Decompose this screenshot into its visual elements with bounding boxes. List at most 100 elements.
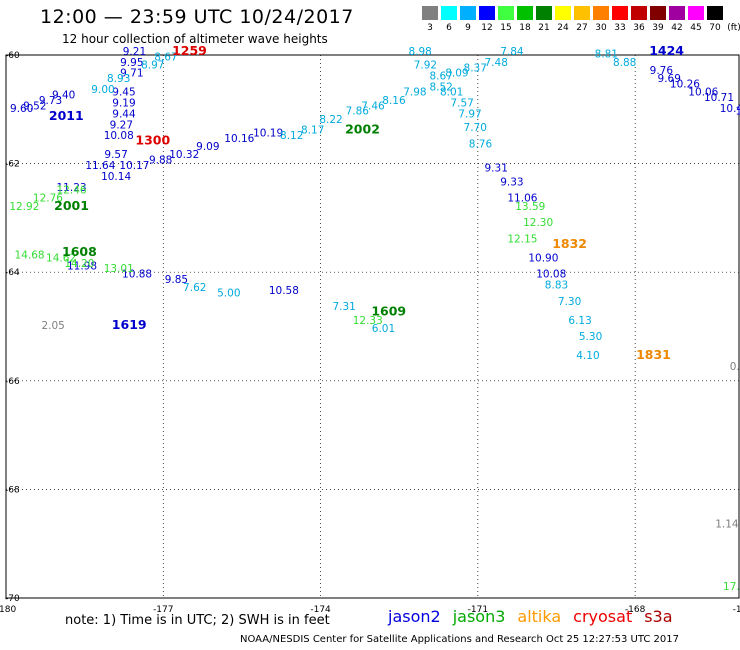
wave-height-value: 8.88 — [613, 57, 636, 69]
wave-height-value: 9.88 — [149, 155, 172, 167]
legend-label: 36 — [633, 23, 645, 33]
wave-height-value: 9.44 — [112, 108, 136, 120]
wave-height-value: 11.64 — [85, 160, 115, 172]
wave-height-value: 8.81 — [595, 49, 618, 61]
legend-swatch — [460, 6, 476, 20]
wave-height-value: 9.31 — [485, 163, 508, 175]
wave-height-value: 7.84 — [500, 46, 524, 58]
wave-height-value: 11.23 — [57, 182, 87, 194]
lat-tick-label: -62 — [5, 160, 20, 170]
wave-height-value: 10.90 — [528, 252, 558, 264]
legend-label: 27 — [576, 23, 588, 33]
lon-tick-label: -180 — [0, 605, 16, 615]
wave-height-value: 8.98 — [408, 46, 431, 58]
wave-height-value: 8.09 — [445, 68, 468, 80]
wave-height-value: 9.60 — [10, 103, 33, 115]
lon-tick-label: -168 — [625, 605, 646, 615]
wave-height-value: 5.30 — [579, 331, 602, 343]
wave-height-value: 12.30 — [523, 217, 553, 229]
wave-height-value: 9.71 — [120, 68, 143, 80]
wave-height-value: 14.68 — [15, 250, 45, 262]
pass-time-label: 1424 — [649, 43, 684, 58]
legend-swatch — [593, 6, 609, 20]
wave-height-value: 10.06 — [688, 87, 718, 99]
pass-time-label: 2001 — [54, 198, 89, 213]
legend-swatch — [612, 6, 628, 20]
wave-height-value: 7.92 — [414, 60, 437, 72]
wave-height-value: 8.93 — [107, 73, 130, 85]
wave-height-value: 10.71 — [704, 92, 734, 104]
wave-height-value: 7.70 — [464, 122, 487, 134]
wave-height-value: 8.12 — [280, 130, 303, 142]
observations: 9.609.529.739.40 9.459.199.449.2710.089.5… — [9, 46, 740, 593]
wave-height-value: 11.98 — [67, 260, 97, 272]
legend-label: 33 — [614, 23, 626, 33]
wave-height-value: 10.58 — [269, 285, 299, 297]
wave-height-value: 6.01 — [372, 323, 395, 335]
wave-height-value: 10.45 — [720, 103, 740, 115]
map-frame — [5, 54, 740, 599]
wave-height-value: 4.10 — [576, 350, 599, 362]
wave-height-value: 7.97 — [458, 108, 481, 120]
satellite-name: jason3 — [452, 607, 506, 626]
wave-height-value: 7.57 — [450, 98, 473, 110]
wave-height-value: 9.27 — [110, 119, 133, 131]
wave-height-value: 8.16 — [382, 95, 406, 107]
wave-height-value: 9.40 — [52, 89, 75, 101]
wave-height-value: 9.95 — [120, 57, 143, 69]
legend-label: 6 — [446, 23, 452, 33]
lon-tick-label: -171 — [468, 605, 488, 615]
wave-height-value: 8.01 — [440, 87, 463, 99]
legend-label: 70 — [709, 23, 721, 33]
wave-height-value: 9.57 — [104, 149, 127, 161]
legend-swatch — [479, 6, 495, 20]
legend-swatch — [498, 6, 514, 20]
pass-time-label: 1619 — [112, 317, 147, 332]
wave-height-value: 5.00 — [217, 288, 240, 300]
legend-label: 39 — [652, 23, 664, 33]
wave-height-value: 9.45 — [112, 87, 135, 99]
wave-height-value: 7.98 — [403, 87, 426, 99]
units-note: note: 1) Time is in UTC; 2) SWH is in fe… — [65, 613, 330, 628]
legend-swatch — [688, 6, 704, 20]
wave-height-value: 17.8 — [723, 581, 740, 593]
wave-height-value: 11.66 — [735, 106, 740, 118]
wave-height-value: 10.32 — [169, 149, 199, 161]
pass-time-label: 1609 — [371, 304, 406, 319]
wave-height-value: 8.52 — [429, 81, 452, 93]
wave-height-value: 10.14 — [101, 171, 131, 183]
wave-height-value: 7.62 — [183, 282, 206, 294]
lat-tick-label: -68 — [5, 485, 20, 495]
wave-height-value: 13.01 — [104, 263, 134, 275]
satellite-name: cryosat — [573, 607, 633, 626]
legend-swatch — [650, 6, 666, 20]
wave-height-value: 6.13 — [568, 315, 591, 327]
wave-height-value: 9.19 — [112, 98, 135, 110]
wave-height-value: 9.00 — [91, 84, 114, 96]
wave-height-value: 10.08 — [536, 269, 566, 281]
axis-labels: -60 -62 -64 -66 -68 -70-180 -177 -174 -171 -168 -1… — [0, 51, 740, 615]
legend-swatch — [422, 6, 438, 20]
wave-height-value: 9.85 — [165, 274, 188, 286]
map-title: 12:00 — 23:59 UTC 10/24/2017 — [40, 6, 354, 28]
wave-height-value: 7.86 — [346, 106, 370, 118]
legend-swatch — [517, 6, 533, 20]
legend-label: 21 — [538, 23, 550, 33]
lon-tick-label: -174 — [310, 605, 331, 615]
satellite-name: s3a — [644, 607, 673, 626]
wave-height-value: 14.20 — [64, 258, 94, 270]
legend-swatch — [669, 6, 685, 20]
wave-height-value: 7.48 — [485, 57, 508, 69]
wave-height-value: 9.09 — [196, 141, 219, 153]
credit-footer: NOAA/NESDIS Center for Satellite Applica… — [240, 634, 679, 645]
wave-height-value: 2.05 — [41, 320, 64, 332]
legend-swatch — [574, 6, 590, 20]
wave-height-value: 8.22 — [319, 114, 342, 126]
wave-height-value: 12.76 — [33, 193, 63, 205]
legend-label: 30 — [595, 23, 607, 33]
wave-height-value: 12.46 — [57, 184, 87, 196]
wave-height-value: 8.83 — [545, 279, 568, 291]
wave-height-value: 8.37 — [464, 62, 487, 74]
lon-tick-label: -177 — [153, 605, 173, 615]
